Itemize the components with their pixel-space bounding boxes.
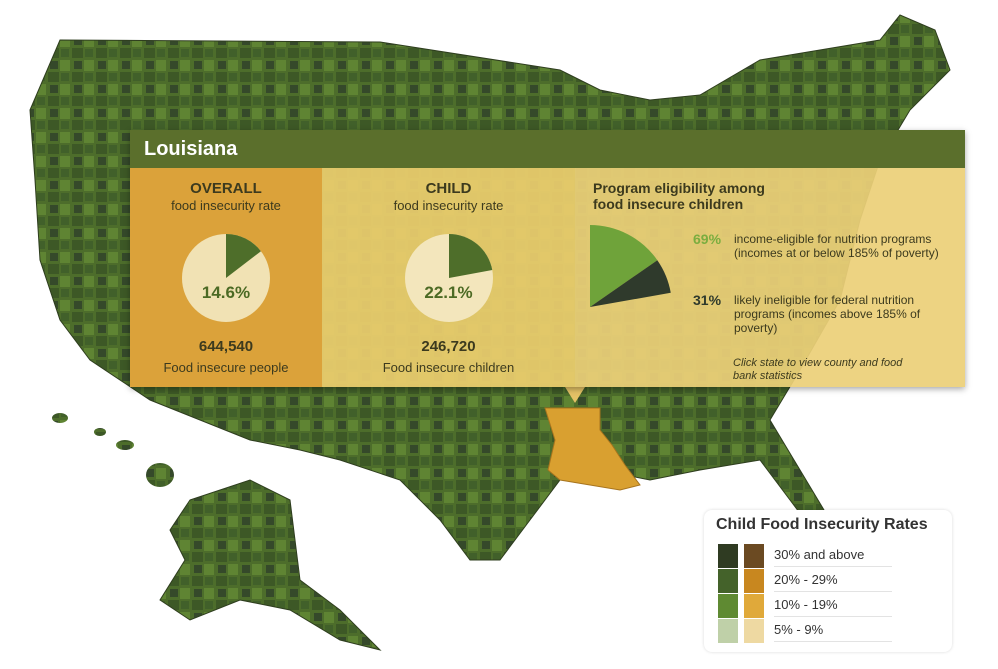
state-name: Louisiana xyxy=(130,130,965,168)
alaska[interactable] xyxy=(159,479,382,651)
overall-title: OVERALL xyxy=(190,180,262,197)
legend-item: 5% - 9% xyxy=(774,619,892,642)
overall-count: 644,540 xyxy=(198,338,254,355)
child-rate: 22.1% xyxy=(424,283,473,302)
child-count-label: Food insecure children xyxy=(382,360,515,375)
overall-pie xyxy=(182,234,270,322)
pie-wedge xyxy=(226,234,261,278)
child-title: CHILD xyxy=(425,180,472,197)
eligible-wedge xyxy=(590,225,658,307)
child-section: CHILD food insecurity rate 22.1% 246,720… xyxy=(322,168,575,387)
legend-swatch-green xyxy=(718,544,738,568)
program-fan-chart xyxy=(590,225,671,307)
louisiana[interactable] xyxy=(544,407,641,491)
overall-rate: 14.6% xyxy=(201,283,251,302)
legend-swatch-orange xyxy=(744,594,764,618)
overall-count-label: Food insecure people xyxy=(163,360,289,375)
legend-swatch-green xyxy=(718,594,738,618)
child-count: 246,720 xyxy=(421,338,476,355)
map-legend: Child Food Insecurity Rates 30% and abov… xyxy=(704,510,952,652)
child-subtitle: food insecurity rate xyxy=(393,198,504,213)
legend-swatch-orange xyxy=(744,619,764,643)
legend-swatch-orange xyxy=(744,569,764,593)
legend-swatch-green xyxy=(718,619,738,643)
legend-item: 10% - 19% xyxy=(774,594,892,617)
legend-swatch-orange xyxy=(744,544,764,568)
state-info-panel: Louisiana OVERALL food insecurity rate 1… xyxy=(130,130,965,387)
child-pie xyxy=(404,234,493,322)
program-section: Program eligibility among food insecure c… xyxy=(575,168,965,387)
eligible-row: 69% income-eligible for nutrition program… xyxy=(693,231,939,260)
legend-item: 30% and above xyxy=(774,544,892,567)
overall-section: OVERALL food insecurity rate 14.6% 644,5… xyxy=(130,168,322,387)
ineligible-wedge xyxy=(590,260,671,307)
legend-swatch-green xyxy=(718,569,738,593)
ineligible-row: 31% likely ineligible for federal nutriti… xyxy=(693,292,921,335)
legend-title: Child Food Insecurity Rates xyxy=(716,516,928,533)
click-hint: Click state to view county and food bank… xyxy=(733,357,903,382)
hawaii[interactable] xyxy=(52,413,174,487)
tooltip-pointer xyxy=(565,387,585,403)
overall-subtitle: food insecurity rate xyxy=(171,198,281,213)
pie-wedge xyxy=(448,234,492,278)
legend-item: 20% - 29% xyxy=(774,569,892,592)
program-title: Program eligibility among food insecure c… xyxy=(593,180,765,212)
